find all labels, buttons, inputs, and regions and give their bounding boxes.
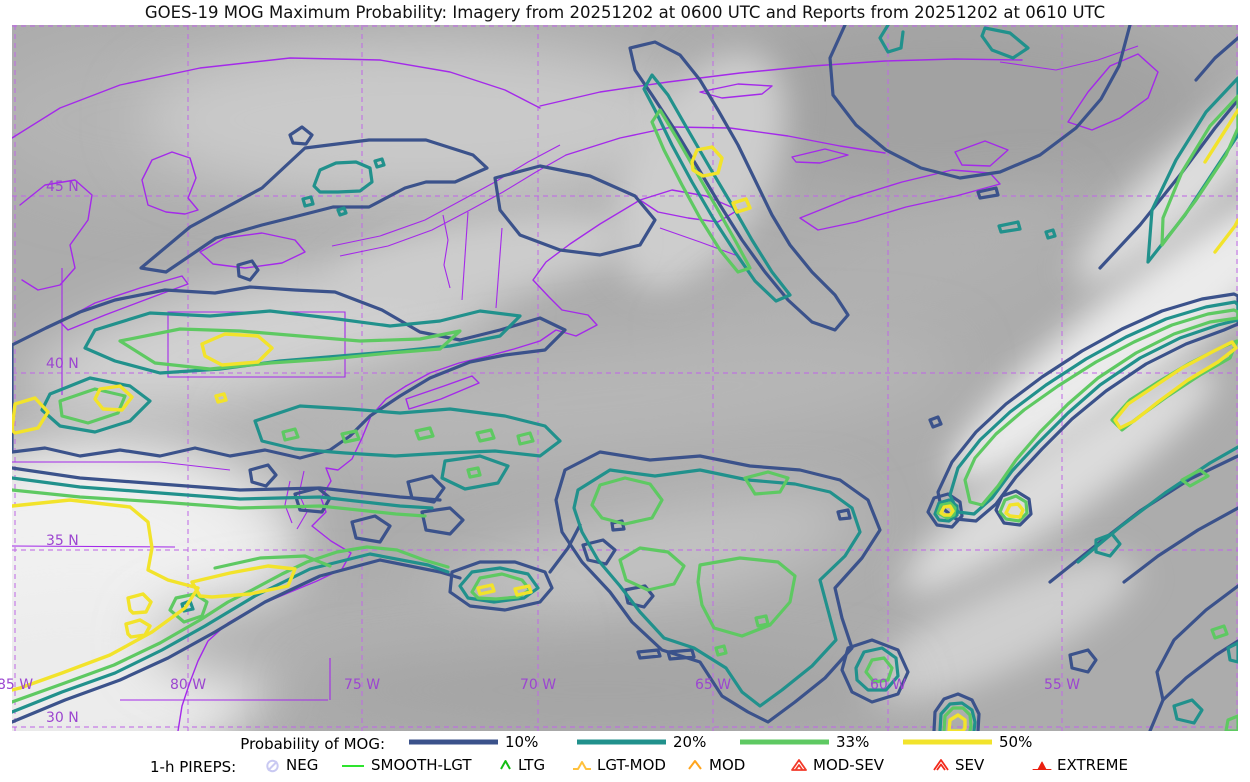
state-border-md: [12, 461, 231, 471]
neg-circle-slash-icon: [266, 759, 279, 772]
state-border-fl-ga: [120, 658, 331, 701]
legend-pirep-mod-sev: MOD-SEV: [790, 756, 884, 774]
sev-double-caret-icon: [933, 758, 949, 771]
pirep-sev-label: SEV: [955, 756, 985, 774]
legend-pirep-mod: MOD: [686, 756, 745, 774]
lon-label-60w: 60 W: [870, 677, 906, 693]
legend-pireps-row: 1-h PIREPS: NEG SMOOTH-LGT LTG LGT-MOD: [0, 756, 1250, 780]
legend-pirep-extreme: EXTREME: [1032, 756, 1128, 774]
lon-label-80w: 80 W: [170, 677, 206, 693]
prob-33-swatch: [740, 739, 829, 745]
state-border-ne1: [461, 211, 469, 301]
satellite-imagery-layer: [12, 25, 1238, 731]
legend-probability-row: Probability of MOG: 10% 20% 33% 50%: [0, 733, 1250, 757]
east-coast: [177, 385, 407, 731]
chesapeake-bay: [296, 470, 308, 530]
graticule-lon-labels: 85 W 80 W 75 W 70 W 65 W 60 W 55 W: [0, 677, 1080, 693]
lat-label-35n: 35 N: [46, 533, 79, 549]
lon-label-70w: 70 W: [520, 677, 556, 693]
contour-group-50pct: [12, 108, 1238, 731]
pireps-legend-title: 1-h PIREPS:: [150, 758, 237, 776]
pirep-mod-sev-label: MOD-SEV: [813, 756, 884, 774]
pirep-neg-label: NEG: [286, 756, 319, 774]
probability-legend-title: Probability of MOG:: [240, 735, 385, 753]
st-lawrence-river: [331, 144, 561, 247]
contour-yellow-atlantic-band: [1113, 340, 1238, 430]
pirep-ltg-label: LTG: [518, 756, 546, 774]
legend-prob-10: 10%: [407, 733, 538, 751]
legend-prob-33: 33%: [738, 733, 869, 751]
mod-caret-icon: [688, 759, 702, 770]
long-island: [405, 375, 480, 410]
map-canvas: 45 N 40 N 35 N 30 N: [0, 25, 1238, 731]
lake-champlain: [442, 214, 451, 289]
prob-33-label: 33%: [836, 733, 870, 751]
legend-pirep-smooth-lgt: SMOOTH-LGT: [340, 756, 472, 774]
lake-huron: [19, 179, 93, 291]
ontario-shore: [12, 57, 541, 139]
contour-quebec-band: [628, 40, 850, 332]
pirep-mod-label: MOD: [709, 756, 746, 774]
graticule-lat-labels: 45 N 40 N 35 N 30 N: [46, 179, 79, 726]
extreme-filled-triangle-icon: [1032, 761, 1052, 770]
contour-atlantic-band: [936, 292, 1238, 523]
anticosti-island: [699, 83, 773, 99]
contour-northeast-region: [12, 285, 567, 460]
prob-10-swatch: [409, 739, 498, 745]
lat-label-30n: 30 N: [46, 710, 79, 726]
prob-50-swatch: [903, 739, 992, 745]
prob-10-label: 10%: [505, 733, 539, 751]
legend-pirep-neg: NEG: [264, 756, 318, 774]
bay-of-fundy: [659, 227, 739, 257]
mod-sev-triangle-icon: [791, 758, 807, 771]
lgt-mod-hat-icon: [573, 760, 591, 770]
georgian-bay: [141, 151, 199, 215]
nova-scotia: [799, 169, 1001, 231]
legend-prob-20: 20%: [575, 733, 706, 751]
prob-50-label: 50%: [999, 733, 1033, 751]
legend-prob-50: 50%: [901, 733, 1032, 751]
state-border-va-nc: [12, 545, 176, 548]
legend-pirep-sev: SEV: [932, 756, 984, 774]
ltg-caret-icon: [500, 759, 511, 769]
pirep-extreme-label: EXTREME: [1057, 756, 1128, 774]
lake-ontario: [199, 232, 306, 269]
prince-edward-island: [791, 148, 849, 164]
labrador-shore: [999, 45, 1139, 71]
lon-label-85w: 85 W: [0, 677, 33, 693]
lon-label-65w: 65 W: [695, 677, 731, 693]
state-border-ne2: [495, 227, 503, 309]
smooth-lgt-line-icon: [342, 764, 364, 767]
st-lawrence-river-south: [339, 154, 567, 257]
prob-20-swatch: [577, 739, 666, 745]
legend-pirep-lgt-mod: LGT-MOD: [572, 756, 666, 774]
new-england-coast: [405, 199, 641, 387]
coastline-borders: [12, 45, 1159, 731]
cape-breton: [954, 140, 1009, 167]
lon-label-75w: 75 W: [344, 677, 380, 693]
prob-20-label: 20%: [673, 733, 707, 751]
quebec-north-shore: [539, 58, 1023, 107]
graticule-lines: [12, 25, 1238, 731]
contour-group-33pct: [12, 94, 1238, 731]
lon-label-55w: 55 W: [1044, 677, 1080, 693]
contour-upper-right-loop: [828, 25, 1132, 180]
legend-pirep-ltg: LTG: [498, 756, 545, 774]
newfoundland: [1067, 53, 1159, 131]
pirep-lgt-mod-label: LGT-MOD: [597, 756, 666, 774]
contour-yellow-southeast-arc: [12, 498, 200, 692]
contour-central-atlantic: [554, 450, 882, 724]
lake-erie: [59, 275, 189, 331]
page-title: GOES-19 MOG Maximum Probability: Imagery…: [144, 3, 1106, 22]
pirep-smooth-lgt-label: SMOOTH-LGT: [371, 756, 472, 774]
contour-yellow-core-northeast: [200, 332, 274, 367]
